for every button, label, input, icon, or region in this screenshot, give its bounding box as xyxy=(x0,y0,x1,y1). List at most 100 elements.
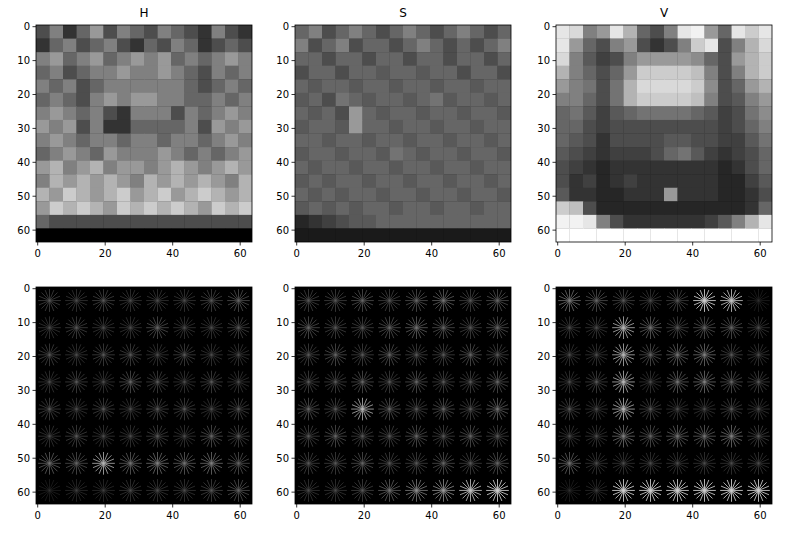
hog-stroke xyxy=(66,296,87,305)
pixel-cell xyxy=(556,201,570,215)
pixel-cell xyxy=(745,174,759,188)
pixel-cell xyxy=(570,93,584,107)
hog-stroke xyxy=(325,459,346,468)
pixel-cell xyxy=(185,120,199,134)
pixel-cell xyxy=(484,215,498,229)
pixel-cell xyxy=(471,79,485,93)
pixel-cell xyxy=(637,106,651,120)
hog-stroke xyxy=(379,432,400,441)
pixel-cell xyxy=(322,120,336,134)
pixel-cell xyxy=(212,201,226,215)
pixel-cell xyxy=(759,215,773,229)
pixel-cell xyxy=(309,201,323,215)
pixel-cell xyxy=(444,79,458,93)
pixel-cell xyxy=(239,161,253,175)
pixel-cell xyxy=(77,93,91,107)
pixel-cell xyxy=(610,228,624,242)
pixel-cell xyxy=(50,93,64,107)
pixel-cell xyxy=(309,66,323,80)
pixel-cell xyxy=(597,25,611,39)
pixel-cell xyxy=(363,174,377,188)
pixel-cell xyxy=(417,120,431,134)
hog-stroke xyxy=(39,350,60,359)
pixel-cell xyxy=(185,93,199,107)
pixel-cell xyxy=(171,201,185,215)
pixel-cell xyxy=(36,52,50,66)
pixel-cell xyxy=(336,228,350,242)
pixel-cell xyxy=(556,215,570,229)
pixel-cell xyxy=(90,66,104,80)
pixel-cell xyxy=(322,39,336,53)
pixel-cell xyxy=(363,134,377,148)
hog-stroke xyxy=(352,432,373,441)
hog-cell xyxy=(227,398,250,421)
pixel-cell xyxy=(309,228,323,242)
pixel-cell xyxy=(457,52,471,66)
pixel-cell xyxy=(212,134,226,148)
pixel-cell xyxy=(457,147,471,161)
pixel-cell xyxy=(390,120,404,134)
hog-stroke xyxy=(433,459,454,468)
x-tick-label: 0 xyxy=(35,248,41,259)
x-tick xyxy=(37,242,38,246)
pixel-cell xyxy=(376,134,390,148)
pixel-cell xyxy=(117,161,131,175)
pixel-cell xyxy=(403,52,417,66)
pixel-cell xyxy=(637,147,651,161)
pixel-cell xyxy=(498,93,512,107)
pixel-cell xyxy=(390,147,404,161)
hog-cell xyxy=(486,316,509,339)
pixel-cell xyxy=(322,201,336,215)
pixel-cell xyxy=(185,188,199,202)
hog-cell xyxy=(146,425,169,448)
pixel-cell xyxy=(171,161,185,175)
pixel-cell xyxy=(745,106,759,120)
hog-stroke xyxy=(325,405,346,414)
pixel-cell xyxy=(50,188,64,202)
hog-stroke xyxy=(460,432,481,441)
pixel-cell xyxy=(36,188,50,202)
hog-stroke xyxy=(298,350,319,359)
pixel-cell xyxy=(225,147,239,161)
pixel-cell xyxy=(90,93,104,107)
hog-stroke xyxy=(201,296,222,305)
pixel-cell xyxy=(212,106,226,120)
pixel-cell xyxy=(570,25,584,39)
pixel-cell xyxy=(117,134,131,148)
pixel-cell xyxy=(212,120,226,134)
pixel-cell xyxy=(63,39,77,53)
pixel-cell xyxy=(50,228,64,242)
pixel-cell xyxy=(678,52,692,66)
hog-stroke xyxy=(93,378,114,387)
y-tick xyxy=(33,162,37,163)
pixel-cell xyxy=(732,134,746,148)
pixel-cell xyxy=(471,66,485,80)
pixel-cell xyxy=(198,134,212,148)
pixel-cell xyxy=(239,147,253,161)
hog-stroke xyxy=(39,378,60,387)
pixel-cell xyxy=(104,188,118,202)
pixel-cell xyxy=(718,201,732,215)
hog-cell xyxy=(119,316,142,339)
hog-cell xyxy=(200,452,223,475)
hog-cell xyxy=(324,452,347,475)
pixel-cell xyxy=(759,39,773,53)
pixel-cell xyxy=(570,106,584,120)
pixel-cell xyxy=(90,228,104,242)
pixel-cell xyxy=(198,215,212,229)
hog-stroke xyxy=(325,378,346,387)
pixel-cell xyxy=(691,39,705,53)
pixel-cell xyxy=(63,134,77,148)
pixel-cell xyxy=(583,228,597,242)
pixel-cell xyxy=(444,134,458,148)
pixel-cell xyxy=(597,134,611,148)
pixel-cell xyxy=(212,52,226,66)
pixel-cell xyxy=(239,134,253,148)
hog-cell xyxy=(65,343,88,366)
pixel-cell xyxy=(430,228,444,242)
pixel-cell xyxy=(691,106,705,120)
y-tick xyxy=(33,322,37,323)
pixel-cell xyxy=(444,201,458,215)
hog-cell xyxy=(378,425,401,448)
pixel-cell xyxy=(390,79,404,93)
